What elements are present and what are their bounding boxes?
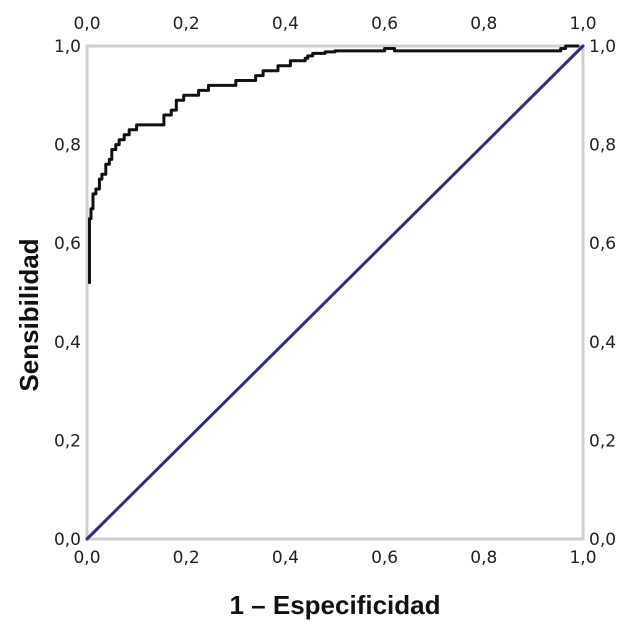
y-tick-label-right: 0,6: [589, 234, 616, 254]
top-tick-labels: 0,0 0,2 0,4 0,6 0,8 1,0: [73, 14, 596, 34]
y-tick-label-right: 1,0: [589, 37, 616, 57]
y-tick-label-right: 0,0: [589, 530, 616, 550]
y-tick-label-right: 0,8: [589, 136, 616, 156]
x-tick-label-top: 0,6: [371, 14, 398, 34]
x-tick-label-bottom: 0,2: [173, 548, 200, 568]
x-tick-label-top: 1,0: [569, 14, 596, 34]
y-tick-label-left: 0,8: [54, 136, 81, 156]
plot-frame: [85, 44, 585, 541]
y-tick-label-left: 0,4: [54, 333, 81, 353]
series-layer: [85, 44, 585, 541]
y-tick-label-left: 0,6: [54, 234, 81, 254]
x-tick-label-bottom: 0,4: [272, 548, 299, 568]
x-tick-label-top: 0,8: [470, 14, 497, 34]
x-tick-label-top: 0,2: [173, 14, 200, 34]
y-tick-label-right: 0,4: [589, 333, 616, 353]
x-tick-label-top: 0,4: [272, 14, 299, 34]
x-tick-label-bottom: 0,6: [371, 548, 398, 568]
y-tick-label-left: 0,2: [54, 431, 81, 451]
x-tick-label-bottom: 0,8: [470, 548, 497, 568]
x-tick-label-top: 0,0: [73, 14, 100, 34]
x-axis-title: 1 – Especificidad: [230, 590, 441, 620]
right-tick-labels: 0,0 0,2 0,4 0,6 0,8 1,0: [589, 37, 616, 550]
bottom-tick-labels: 0,0 0,2 0,4 0,6 0,8 1,0: [73, 548, 596, 568]
y-axis-title: Sensibilidad: [14, 238, 44, 391]
roc-curve-line: [88, 44, 580, 285]
y-tick-label-right: 0,2: [589, 431, 616, 451]
x-tick-label-bottom: 1,0: [569, 548, 596, 568]
y-tick-label-left: 1,0: [54, 37, 81, 57]
x-tick-label-bottom: 0,0: [73, 548, 100, 568]
reference-diagonal-line: [85, 44, 585, 541]
left-tick-labels: 0,0 0,2 0,4 0,6 0,8 1,0: [54, 37, 81, 550]
y-tick-label-left: 0,0: [54, 530, 81, 550]
